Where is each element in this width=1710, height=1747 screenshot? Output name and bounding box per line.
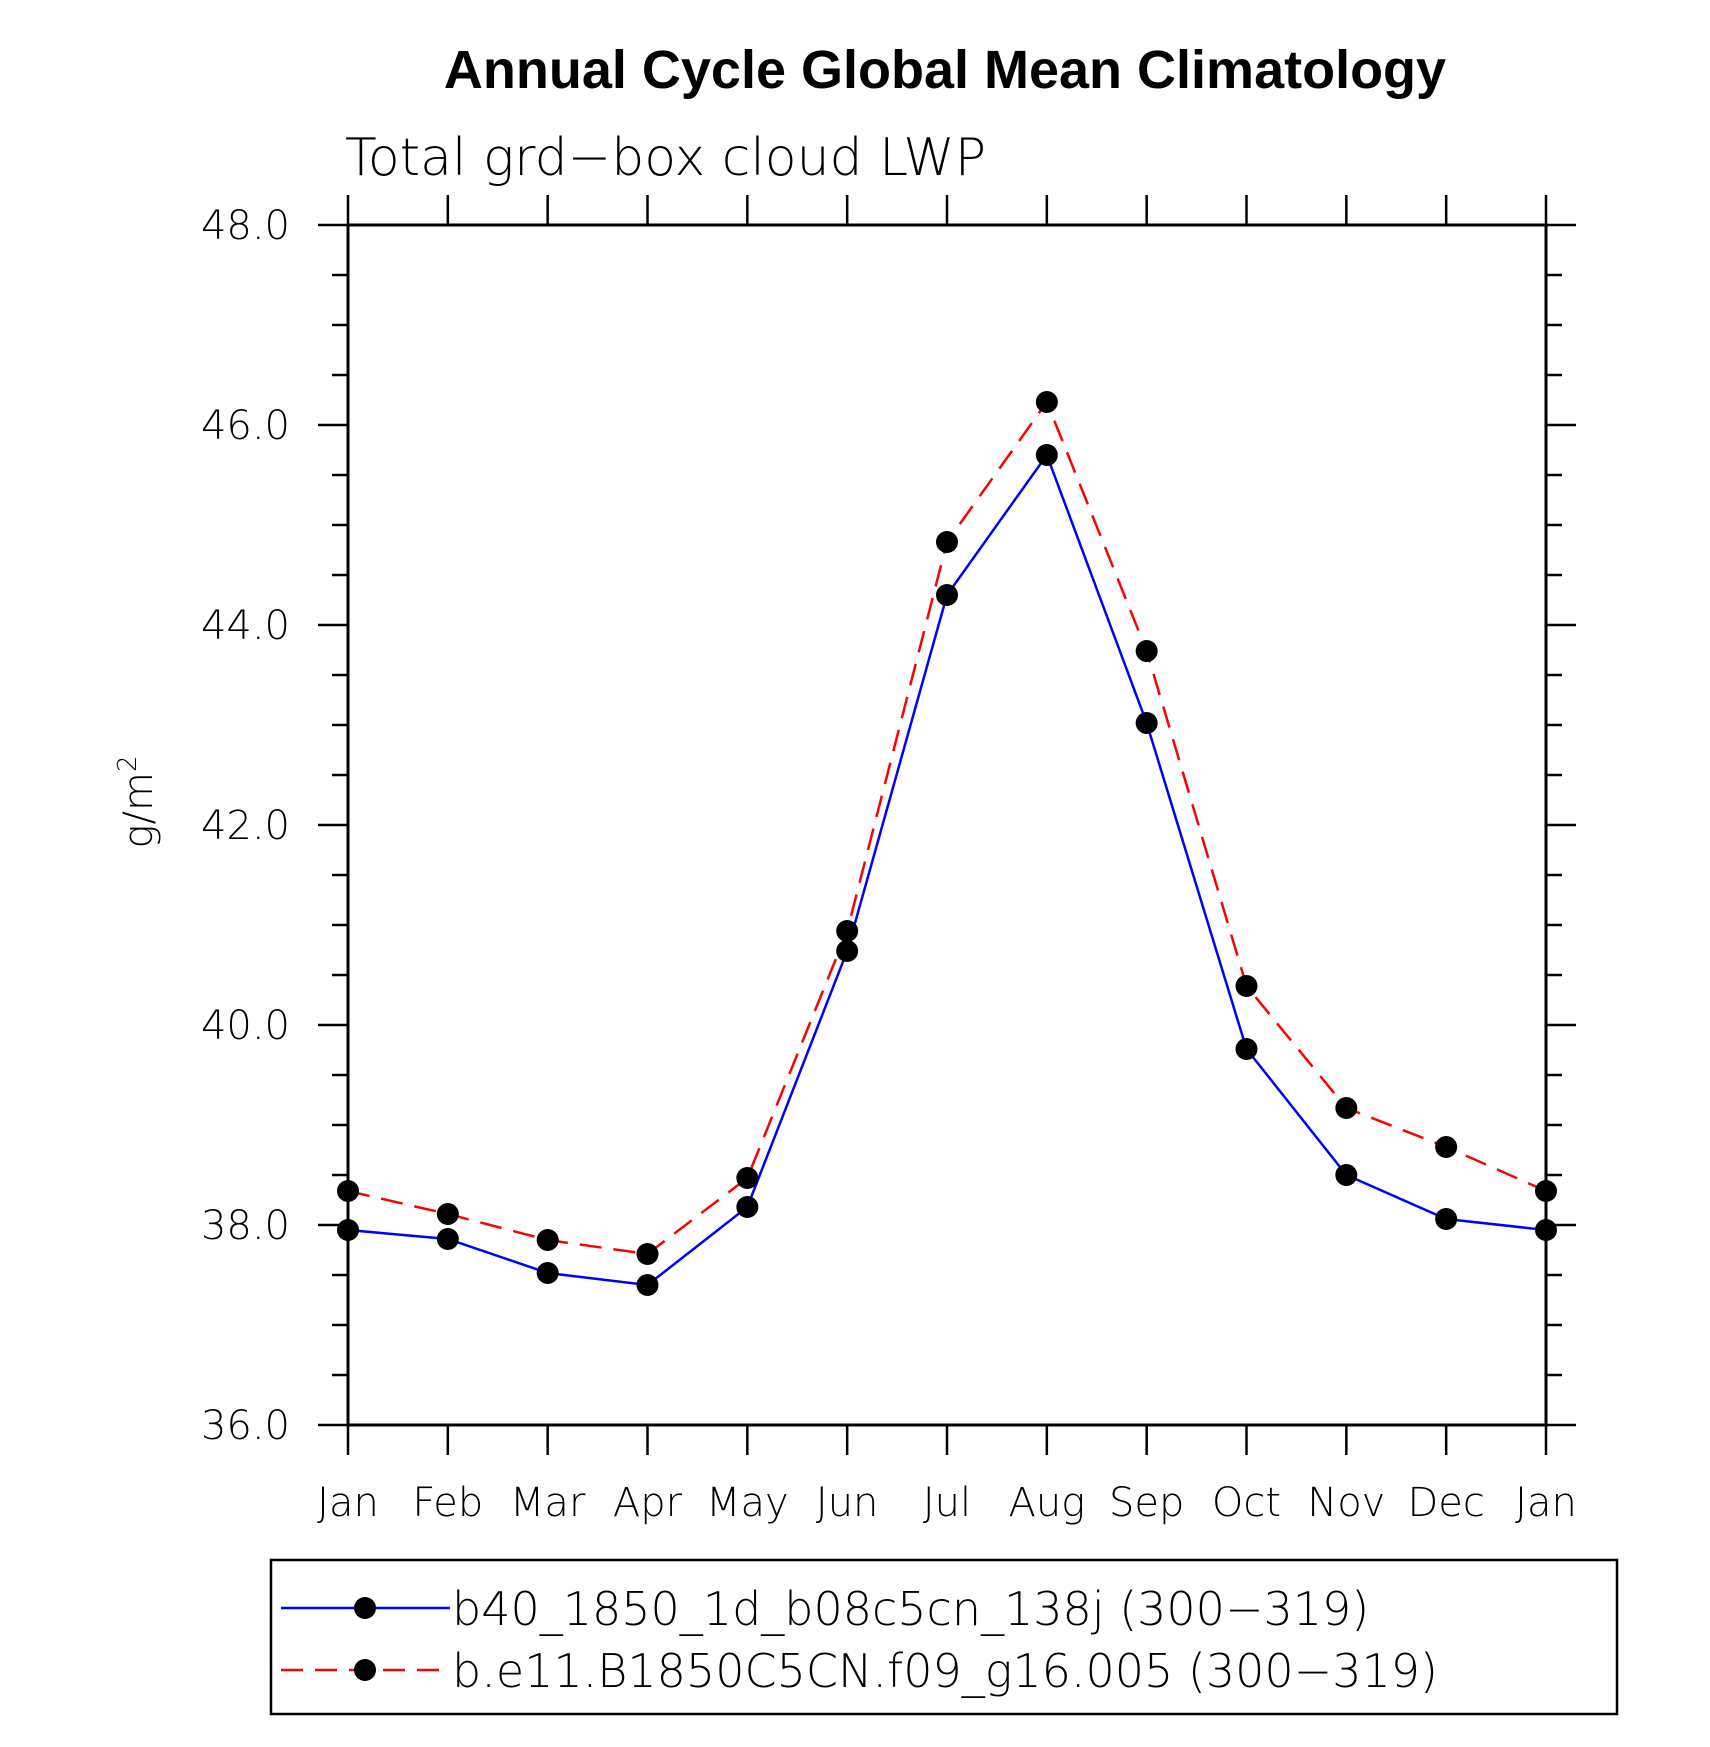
series-2-point [736, 1167, 759, 1189]
y-tick-label: 42.0 [201, 803, 290, 849]
legend: b40_1850_1d_b08c5cn_138j (300−319) b.e11.… [269, 1558, 1619, 1716]
y-tick-label: 48.0 [201, 203, 290, 249]
x-tick-label: Jun [816, 1480, 879, 1526]
legend-box [269, 1558, 1619, 1716]
x-tick-label: Apr [613, 1480, 683, 1526]
series-line-1 [347, 452, 1547, 1287]
series-2-point [936, 531, 958, 553]
series-1-point [1335, 1164, 1358, 1186]
x-tick-label: Aug [1008, 1480, 1085, 1526]
legend-label-2: b.e11.B1850C5CN.f09_g16.005 (300−319) [452, 1644, 1438, 1698]
series-2-point [436, 1203, 459, 1225]
series-2-point [636, 1243, 659, 1265]
x-tick-label: Mar [510, 1480, 586, 1526]
series-1-point [1435, 1208, 1458, 1230]
x-tick-label: Sep [1109, 1480, 1184, 1526]
chart-subtitle: Total grd−box cloud LWP [345, 128, 986, 188]
y-tick-label: 40.0 [201, 1003, 290, 1049]
x-tick-label: Oct [1212, 1480, 1281, 1526]
x-tick-label: Jan [1515, 1480, 1577, 1526]
series-2-point [836, 920, 859, 942]
legend-label-1: b40_1850_1d_b08c5cn_138j (300−319) [452, 1582, 1369, 1636]
series-2-point [1435, 1136, 1458, 1158]
x-tick-label: Jul [923, 1480, 971, 1526]
y-tick-label: 36.0 [201, 1403, 290, 1449]
series-2-point [536, 1229, 559, 1251]
series-2-point [1235, 975, 1258, 997]
series-1-point [636, 1274, 659, 1296]
x-tick-label: May [706, 1480, 789, 1526]
series-2-point [337, 1180, 359, 1202]
legend-marker-1 [354, 1597, 376, 1619]
series-1-point [936, 584, 958, 606]
series-1-point [337, 1219, 359, 1241]
series-2-point [1135, 640, 1158, 662]
chart-title: Annual Cycle Global Mean Climatology [444, 40, 1446, 100]
legend-marker-2 [354, 1659, 376, 1681]
y-axis-label: g/m2 [113, 756, 162, 849]
plot-frame [346, 223, 1548, 1427]
series-1-point [536, 1262, 559, 1284]
x-tick-label: Nov [1307, 1480, 1385, 1526]
series-1-point [1535, 1219, 1557, 1241]
x-tick-label: Dec [1407, 1480, 1484, 1526]
series-1-point [436, 1228, 459, 1250]
series-1-point [736, 1196, 759, 1218]
series-1-point [1235, 1038, 1258, 1060]
series-1-point [1135, 712, 1158, 734]
plot-axes: 36.0 38.0 40.0 42.0 44.0 46.0 48.0 Jan Feb Mar Apr… [201, 195, 1577, 1526]
series-1-point [836, 940, 859, 962]
series-1-point [1035, 444, 1058, 466]
y-tick-label: 44.0 [201, 603, 290, 649]
y-tick-label: 46.0 [201, 403, 290, 449]
x-tick-label: Feb [412, 1480, 483, 1526]
y-axis-label-superscript: 2 [113, 756, 143, 773]
series-line-2 [347, 399, 1547, 1256]
y-tick-label: 38.0 [201, 1203, 290, 1249]
y-axis-label-text: g/m [116, 772, 162, 848]
series-2-point [1535, 1180, 1557, 1202]
series-2-point [1335, 1097, 1358, 1119]
series-layer [337, 391, 1557, 1296]
series-2-point [1035, 391, 1058, 413]
x-tick-label: Jan [317, 1480, 379, 1526]
